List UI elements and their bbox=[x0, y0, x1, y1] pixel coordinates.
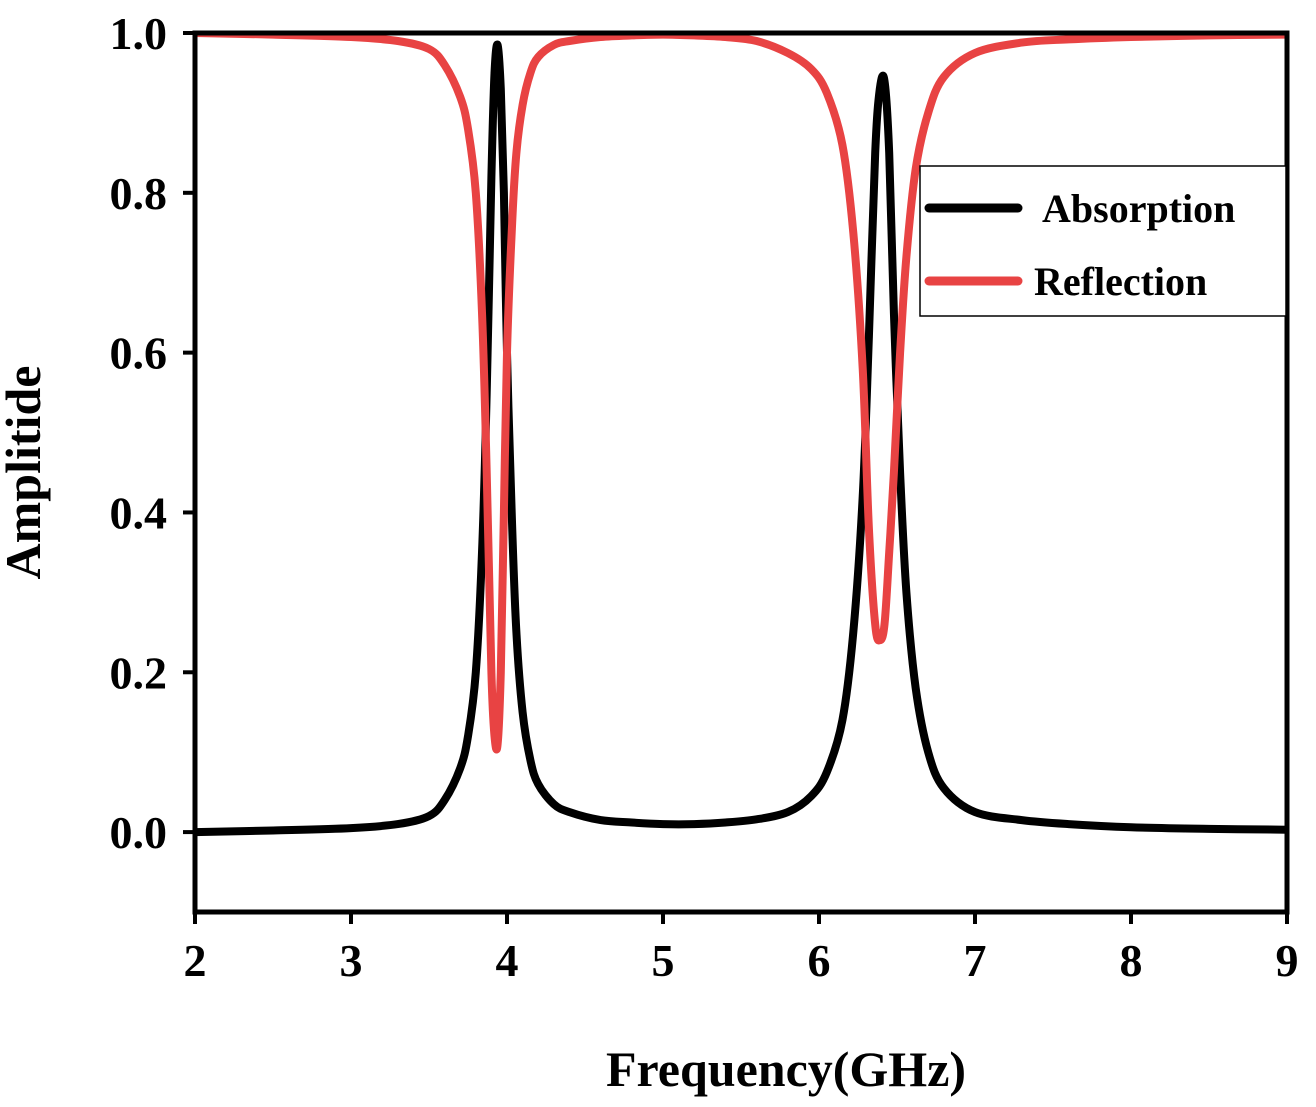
y-tick-label: 0.4 bbox=[110, 487, 168, 538]
x-axis-title: Frequency(GHz) bbox=[606, 1041, 966, 1097]
plot-frame bbox=[192, 30, 1290, 915]
x-tick-label: 2 bbox=[184, 935, 207, 986]
series-layer bbox=[195, 33, 1287, 837]
y-tick-label: 0.0 bbox=[110, 807, 168, 858]
x-tick-label: 3 bbox=[340, 935, 363, 986]
y-tick-label: 0.2 bbox=[110, 647, 168, 698]
legend: Absorption Reflection bbox=[919, 165, 1287, 317]
x-tick-label: 7 bbox=[964, 935, 987, 986]
x-tick-label: 4 bbox=[496, 935, 519, 986]
y-tick-label: 1.0 bbox=[110, 8, 168, 59]
x-tick-label: 9 bbox=[1276, 935, 1299, 986]
x-tick-label: 5 bbox=[652, 935, 675, 986]
legend-label-reflection: Reflection bbox=[1034, 259, 1207, 304]
ticks-layer: 2 3 4 5 6 7 8 9 0.0 0.2 0.4 0.6 0.8 1.0 bbox=[110, 8, 1299, 986]
y-axis-title: Amplitide bbox=[0, 366, 51, 580]
y-tick-label: 0.8 bbox=[110, 168, 168, 219]
legend-label-absorption: Absorption bbox=[1042, 186, 1235, 231]
x-tick-label: 8 bbox=[1120, 935, 1143, 986]
series-line-absorption bbox=[195, 40, 1287, 837]
legend-box bbox=[919, 165, 1287, 317]
x-tick-label: 6 bbox=[808, 935, 831, 986]
y-tick-label: 0.6 bbox=[110, 328, 168, 379]
series-line-reflection bbox=[195, 33, 1287, 754]
